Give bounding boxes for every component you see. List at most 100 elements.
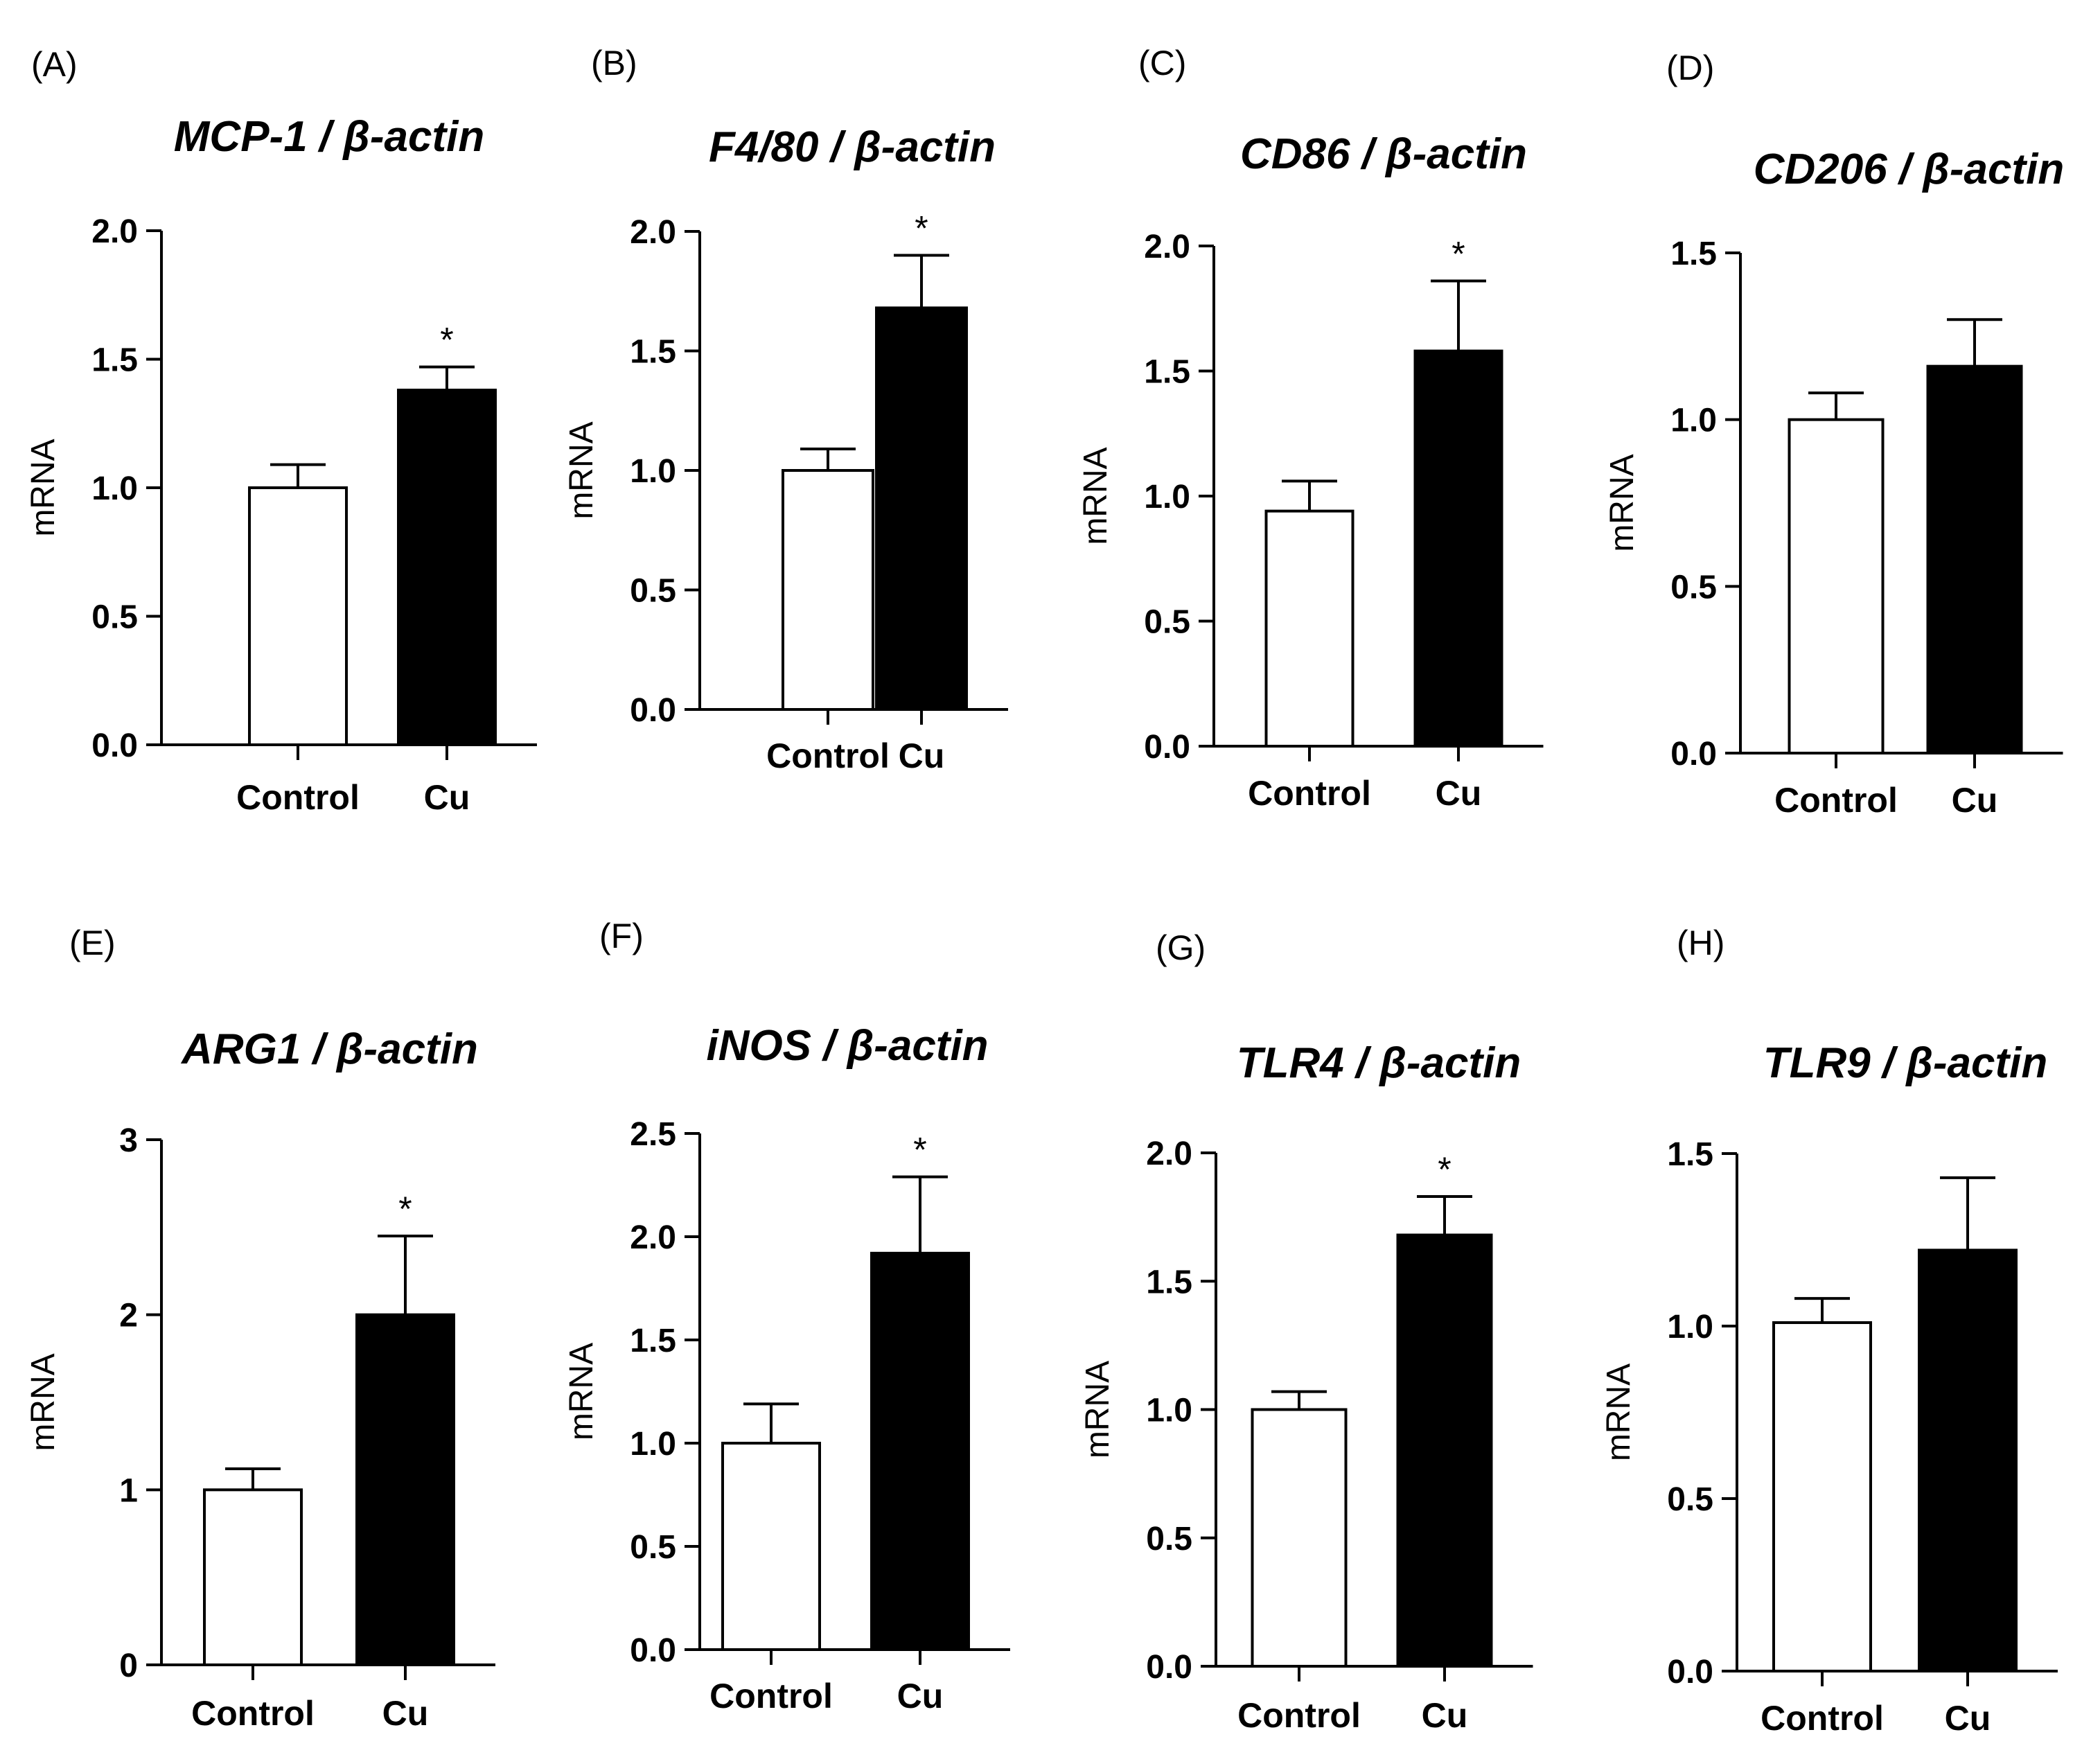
y-tick-label: 0.5 [1670,569,1717,606]
x-tick-label: Cu [1952,781,1998,820]
x-tick-label: Control [1248,774,1371,813]
chart-title-gene: F4/80 [709,123,819,171]
chart-title: TLR4 / β-actin [1237,1039,1521,1087]
y-tick-label: 2.0 [91,213,138,250]
panel-label: (G) [1156,928,1206,967]
y-tick-label: 0.0 [630,1632,676,1669]
chart-title: MCP-1 / β-actin [174,113,484,161]
y-axis-label: mRNA [1079,1361,1116,1458]
x-tick-label: Cu [1945,1699,1991,1738]
chart-title-gene: MCP-1 [174,113,308,161]
bar-control [203,1488,303,1666]
panel-label: (B) [591,44,637,82]
bar-cu [1413,349,1503,748]
y-tick-label: 1.5 [630,334,676,371]
chart-title-suffix: / β-actin [1871,1039,2048,1087]
panel-b: (B) F4/80 / β-actin 0.0 0.5 1.0 1.5 2.0 mRNA Con… [563,44,1008,775]
y-axis-label: mRNA [1604,454,1641,551]
x-tick-label: Cu [899,736,945,775]
bar-control [1772,1321,1872,1673]
y-tick-label: 2 [119,1298,138,1334]
y-tick-label: 0.5 [1146,1521,1192,1557]
panel-e: (E) ARG1 / β-actin 0 1 2 3 mRNA Control Cu * [25,924,495,1733]
y-tick-label: 2.0 [1146,1136,1192,1172]
x-tick-label: Cu [897,1677,944,1715]
y-tick-label: 2.0 [1144,229,1190,265]
y-tick-label: 1.0 [630,453,676,490]
bar-cu [1918,1248,2018,1672]
bar-control [1788,418,1885,755]
y-axis-label: mRNA [563,421,600,519]
y-tick-label: 0.5 [1144,604,1190,641]
chart-title-suffix: / β-actin [819,123,996,171]
bar-cu [1396,1233,1493,1668]
chart-title-suffix: / β-actin [1887,145,2065,193]
chart-title-gene: TLR9 [1763,1039,1871,1087]
bar-control [782,469,874,711]
chart-title-suffix: / β-actin [301,1025,478,1073]
chart-title: TLR9 / β-actin [1763,1039,2048,1087]
panel-label: (H) [1677,924,1724,962]
y-tick-label: 0.5 [1667,1481,1713,1518]
panel-f: (F) iNOS / β-actin 0.0 0.5 1.0 1.5 2.0 2.5 mRNA C… [563,917,1010,1715]
chart-title-suffix: / β-actin [308,113,485,161]
y-tick-label: 0.0 [630,692,676,729]
chart-title-gene: CD86 [1240,130,1350,178]
y-tick-label: 1.0 [630,1426,676,1463]
y-tick-label: 0 [119,1648,138,1684]
y-axis-label: mRNA [1077,447,1114,545]
y-tick-label: 0.0 [1670,736,1717,773]
y-axis-label: mRNA [1600,1363,1637,1461]
chart-title-gene: iNOS [706,1022,811,1070]
chart-title-suffix: / β-actin [1344,1039,1521,1087]
x-tick-label: Cu [424,778,470,817]
y-axis-label: mRNA [25,1353,62,1451]
panel-a: (A) MCP-1 / β-actin 0.0 0.5 1.0 1.5 2.0 mRNA Con… [25,45,537,817]
x-tick-label: Control [1774,781,1898,820]
y-tick-label: 1.0 [1146,1393,1192,1429]
y-tick-label: 0.0 [1144,729,1190,766]
significance-marker: * [915,209,928,248]
panel-label: (A) [31,45,78,84]
y-tick-label: 2.0 [630,214,676,251]
significance-marker: * [398,1190,412,1228]
y-tick-label: 1.5 [630,1323,676,1359]
y-tick-label: 1.5 [91,342,138,379]
panel-c: (C) CD86 / β-actin 0.0 0.5 1.0 1.5 2.0 mRNA Cont… [1077,44,1544,813]
panel-g: (G) TLR4 / β-actin 0.0 0.5 1.0 1.5 2.0 mRNA Cont… [1079,928,1533,1735]
y-tick-label: 1.5 [1144,354,1190,391]
x-tick-label: Control [1237,1696,1361,1735]
panel-d: (D) CD206 / β-actin 0.0 0.5 1.0 1.5 mRNA Contro… [1604,48,2064,820]
y-tick-label: 1 [119,1472,138,1509]
bar-control [1264,509,1355,748]
x-tick-label: Control [1761,1699,1884,1738]
significance-marker: * [1438,1150,1451,1189]
x-tick-label: Cu [1436,774,1482,813]
y-tick-label: 0.0 [1667,1654,1713,1690]
panel-label: (C) [1138,44,1186,82]
panel-label: (D) [1666,48,1714,87]
y-tick-label: 0.5 [91,599,138,636]
chart-title: iNOS / β-actin [706,1022,988,1070]
y-tick-label: 2.5 [630,1116,676,1153]
y-tick-label: 0.0 [1146,1649,1192,1686]
significance-marker: * [1452,235,1465,274]
y-tick-label: 2.0 [630,1219,676,1256]
y-tick-label: 1.5 [1667,1136,1713,1173]
y-tick-label: 0.0 [91,727,138,764]
chart-title-suffix: / β-actin [1350,130,1528,178]
chart-title-suffix: / β-actin [811,1022,989,1070]
chart-title-gene: ARG1 [180,1025,301,1073]
chart-title: F4/80 / β-actin [709,123,996,171]
y-axis-label: mRNA [25,439,62,536]
bar-cu [1926,364,2023,754]
y-tick-label: 1.0 [1670,403,1717,439]
x-tick-label: Cu [1422,1696,1468,1735]
x-tick-label: Control [191,1694,315,1733]
y-tick-label: 1.0 [1144,479,1190,515]
significance-marker: * [913,1131,926,1169]
bar-cu [870,1251,970,1651]
x-tick-label: Control [709,1677,833,1715]
y-tick-label: 1.5 [1670,236,1717,272]
